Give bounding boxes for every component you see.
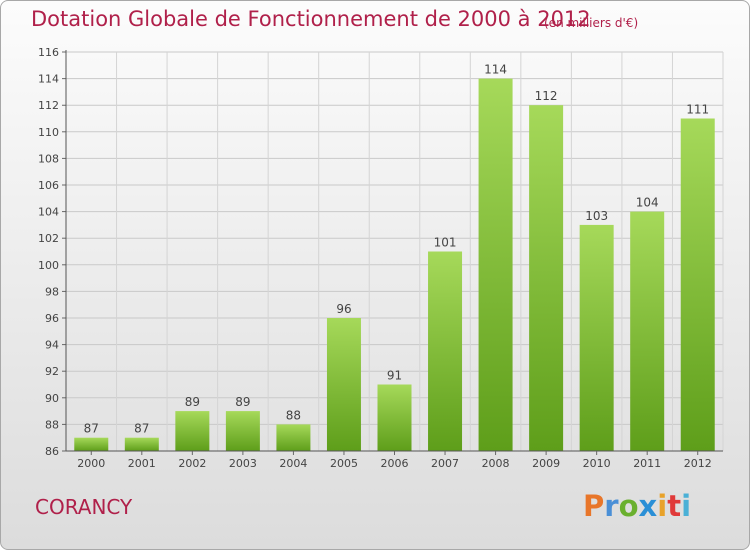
y-tick-label: 106: [38, 179, 59, 192]
x-tick-label: 2001: [128, 457, 156, 470]
x-tick-label: 2000: [77, 457, 105, 470]
x-tick-label: 2011: [633, 457, 661, 470]
y-tick-label: 104: [38, 206, 59, 219]
bar-value-label: 114: [484, 63, 507, 77]
bar-value-label: 89: [235, 395, 250, 409]
bar: [478, 78, 513, 451]
x-tick-label: 2007: [431, 457, 459, 470]
y-tick-label: 110: [38, 126, 59, 139]
bar: [377, 384, 412, 451]
bar: [630, 211, 665, 451]
x-tick-label: 2003: [229, 457, 257, 470]
bar: [428, 251, 463, 451]
logo-letter: P: [583, 489, 605, 523]
bar: [74, 437, 109, 451]
y-tick-label: 94: [45, 339, 59, 352]
bar: [225, 411, 260, 451]
bar: [529, 105, 564, 451]
logo-letter: i: [681, 489, 692, 523]
x-tick-label: 2009: [532, 457, 560, 470]
bar-value-label: 111: [686, 103, 709, 117]
commune-name: CORANCY: [35, 495, 133, 519]
bar: [124, 437, 159, 451]
bar: [680, 118, 715, 451]
bar: [175, 411, 210, 451]
y-tick-label: 102: [38, 232, 59, 245]
bar-value-label: 101: [434, 236, 457, 250]
y-tick-label: 100: [38, 259, 59, 272]
logo-letter: x: [638, 489, 658, 523]
y-tick-label: 92: [45, 365, 59, 378]
y-tick-label: 112: [38, 99, 59, 112]
chart-title: Dotation Globale de Fonctionnement de 20…: [31, 7, 591, 31]
y-tick-label: 88: [45, 418, 59, 431]
x-tick-label: 2002: [178, 457, 206, 470]
bar-value-label: 104: [636, 196, 659, 210]
logo-letter: t: [667, 489, 682, 523]
bar: [276, 424, 311, 451]
bar-value-label: 87: [134, 422, 149, 436]
bar-value-label: 112: [535, 89, 558, 103]
y-tick-label: 114: [38, 73, 59, 86]
x-tick-label: 2005: [330, 457, 358, 470]
x-tick-label: 2008: [482, 457, 510, 470]
logo-letter: o: [618, 489, 639, 523]
x-tick-label: 2010: [583, 457, 611, 470]
bar: [579, 224, 614, 451]
x-tick-label: 2012: [684, 457, 712, 470]
y-tick-label: 108: [38, 152, 59, 165]
proxiti-logo: Proxiti: [583, 489, 691, 523]
logo-letter: r: [604, 489, 619, 523]
bar-value-label: 103: [585, 209, 608, 223]
x-tick-label: 2006: [381, 457, 409, 470]
bar-value-label: 87: [84, 422, 99, 436]
chart-unit: (en milliers d'€): [544, 16, 639, 30]
x-tick-label: 2004: [279, 457, 307, 470]
y-tick-label: 98: [45, 285, 59, 298]
y-tick-label: 90: [45, 392, 59, 405]
bar-value-label: 96: [336, 302, 351, 316]
bar-value-label: 89: [185, 395, 200, 409]
y-tick-label: 86: [45, 445, 59, 458]
y-tick-label: 96: [45, 312, 59, 325]
bar-value-label: 88: [286, 408, 301, 422]
y-tick-label: 116: [38, 46, 59, 59]
logo-letter: i: [657, 489, 668, 523]
bar-value-label: 91: [387, 369, 402, 383]
bar: [326, 318, 361, 451]
